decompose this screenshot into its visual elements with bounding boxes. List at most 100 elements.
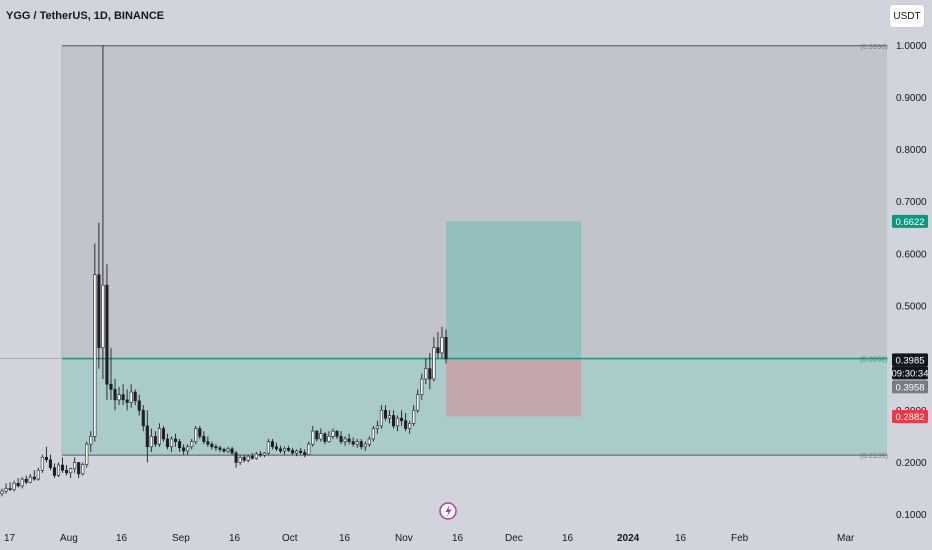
candle: [230, 446, 234, 455]
candle: [396, 415, 400, 432]
candle: [137, 394, 141, 416]
candle: [56, 462, 61, 478]
svg-text:0.2882: 0.2882: [895, 412, 924, 423]
candle: [24, 475, 28, 485]
candle: [60, 457, 65, 473]
candle: [133, 389, 137, 406]
x-tick-label: 16: [339, 533, 351, 544]
candle: [440, 326, 444, 359]
stop-zone: [446, 358, 581, 417]
candle: [400, 410, 404, 426]
candle: [125, 389, 129, 411]
price-badge-dark-sub: 09:30:34: [892, 366, 928, 380]
candle: [69, 467, 73, 479]
candle: [101, 45, 105, 379]
candle: [109, 347, 113, 400]
candle: [307, 441, 311, 456]
candle: [44, 446, 48, 463]
candle: [218, 445, 222, 452]
candle: [52, 463, 57, 479]
candle: [355, 438, 359, 448]
candle: [0, 488, 4, 497]
candle: [408, 420, 412, 434]
candle: [97, 222, 101, 369]
price-axis[interactable]: 1.00000.90000.80000.70000.60000.50000.40…: [896, 41, 927, 521]
candle: [303, 449, 307, 458]
x-tick-label: Dec: [505, 533, 523, 544]
candle: [379, 405, 383, 429]
candle: [234, 450, 238, 468]
candle: [174, 433, 178, 447]
candle: [278, 445, 283, 454]
candle: [315, 430, 319, 442]
x-tick-label: 17: [4, 533, 16, 544]
candle: [65, 465, 69, 476]
candle: [89, 431, 93, 452]
svg-text:0.3958: 0.3958: [895, 382, 924, 393]
candle: [226, 446, 230, 454]
candle: [262, 452, 266, 458]
candle: [77, 462, 81, 479]
candle: [161, 425, 166, 442]
x-tick-label: 16: [229, 533, 241, 544]
candle: [291, 447, 295, 455]
candle: [424, 358, 428, 385]
candle: [387, 410, 392, 424]
price-badge-red: 0.2882: [892, 409, 928, 423]
candle: [129, 384, 133, 408]
candle: [202, 431, 206, 445]
currency-button[interactable]: USDT: [889, 4, 925, 28]
candle: [117, 386, 121, 406]
candles-layer: [0, 45, 448, 497]
candle: [8, 482, 12, 492]
candle: [169, 436, 174, 452]
svg-text:0.6622: 0.6622: [895, 217, 924, 228]
candle: [28, 473, 32, 484]
candle: [391, 410, 396, 429]
event-marker-icon[interactable]: [439, 502, 457, 520]
candle: [186, 444, 190, 455]
candle: [295, 449, 299, 457]
candle: [371, 425, 375, 442]
candle: [85, 441, 89, 468]
candle: [420, 373, 424, 400]
candle: [363, 441, 367, 451]
candle: [20, 477, 24, 489]
candle: [428, 352, 432, 390]
price-badge-green: 0.6622: [892, 214, 928, 228]
candle: [81, 462, 85, 476]
price-level-label: (0.9990): [860, 42, 888, 51]
candle: [214, 444, 218, 451]
candle: [210, 441, 214, 450]
candle: [335, 430, 339, 439]
candle: [73, 457, 77, 473]
candle: [412, 405, 416, 426]
candle: [258, 450, 262, 458]
candle: [436, 332, 440, 359]
candle: [222, 447, 226, 454]
candle: [32, 470, 36, 481]
candle: [36, 467, 40, 481]
time-axis[interactable]: 17 Aug 16 Sep 16 Oct 16 Nov 16 Dec 16 2024 16 Feb Mar: [4, 533, 855, 544]
x-tick-label: 16: [562, 533, 574, 544]
candle: [347, 433, 351, 445]
y-tick-label: 0.8000: [896, 145, 927, 156]
candle: [238, 454, 242, 466]
candle: [194, 425, 198, 445]
candle: [339, 431, 343, 445]
candle: [375, 420, 379, 434]
svg-text:0.3985: 0.3985: [895, 355, 924, 366]
candle: [359, 438, 363, 450]
candle: [282, 446, 287, 455]
x-tick-label: 16: [116, 533, 128, 544]
x-tick-label: 16: [452, 533, 464, 544]
candle: [121, 384, 125, 406]
levels-layer: (0.9990) (0.3992) (0.2139): [0, 42, 888, 460]
candle: [48, 454, 52, 471]
candle: [157, 423, 161, 447]
candle: [444, 329, 448, 364]
candle: [367, 436, 371, 447]
candle: [149, 428, 153, 452]
